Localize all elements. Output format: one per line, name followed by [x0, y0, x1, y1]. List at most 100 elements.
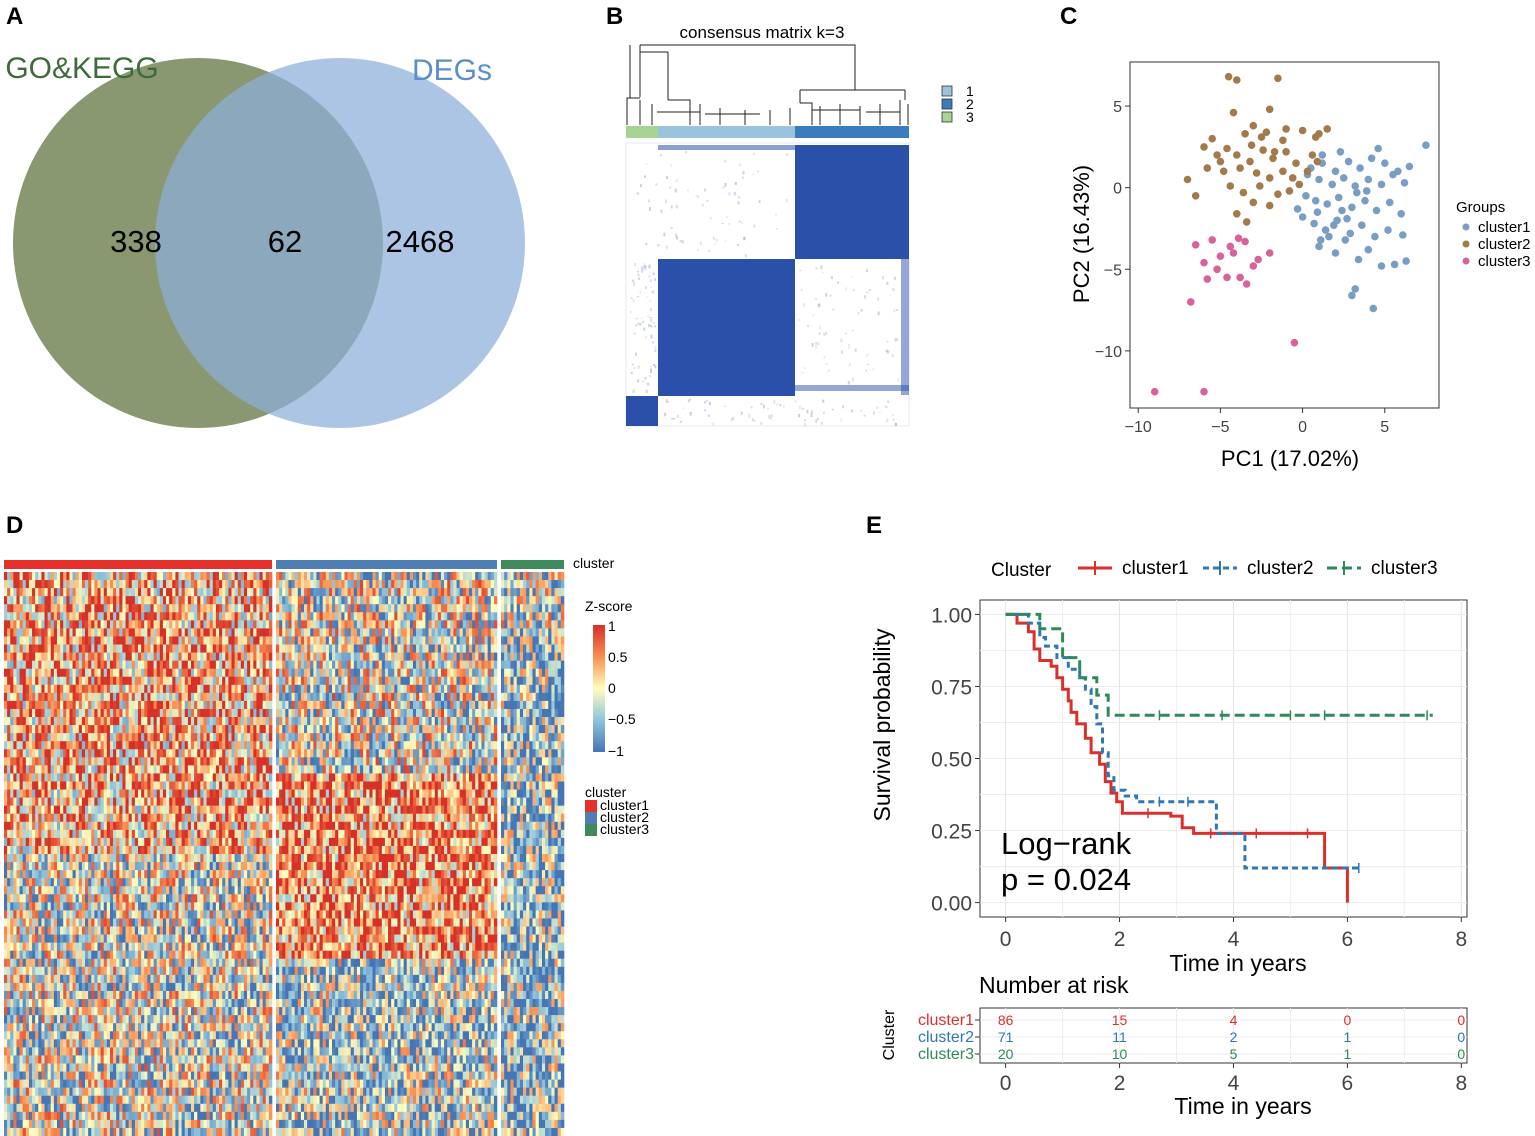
heatmap-cell: [356, 588, 361, 597]
heatmap-cell: [209, 572, 214, 581]
heatmap-cell: [259, 644, 263, 653]
heatmap-cell: [322, 676, 327, 686]
heatmap-cell: [47, 612, 52, 621]
heatmap-cell: [63, 684, 67, 694]
heatmap-cell: [462, 749, 467, 758]
heatmap-cell: [231, 708, 235, 718]
heatmap-cell: [313, 708, 317, 718]
heatmap-cell: [243, 620, 248, 629]
heatmap-cell: [85, 596, 89, 605]
heatmap-cell: [481, 692, 485, 702]
heatmap-cell: [325, 717, 330, 726]
heatmap-cell: [428, 604, 432, 613]
heatmap-cell: [162, 612, 167, 621]
heatmap-cell: [328, 708, 333, 718]
heatmap-cell: [172, 676, 176, 686]
heatmap-cell: [113, 717, 117, 726]
heatmap-cell: [412, 717, 417, 726]
heatmap-cell: [259, 725, 263, 734]
heatmap-cell: [282, 700, 286, 710]
heatmap-cell: [94, 620, 98, 629]
heatmap-cell: [181, 588, 186, 597]
heatmap-cell: [38, 692, 42, 702]
heatmap-cell: [507, 636, 511, 645]
heatmap-cell: [545, 596, 549, 605]
heatmap-cell: [338, 660, 342, 669]
consensus-speckle: [632, 298, 635, 303]
heatmap-cell: [231, 692, 235, 702]
heatmap-cell: [538, 692, 543, 702]
heatmap-cell: [215, 660, 220, 669]
heatmap-cell: [394, 717, 398, 726]
consensus-speckle: [671, 418, 674, 420]
heatmap-cell: [422, 668, 426, 678]
heatmap-cell: [341, 725, 345, 734]
heatmap-cell: [440, 596, 445, 605]
heatmap-cell: [504, 572, 508, 581]
heatmap-cell: [222, 596, 226, 605]
heatmap-cell: [453, 765, 457, 774]
pca-point-cluster1: [1331, 167, 1340, 176]
heatmap-cell: [519, 765, 524, 774]
heatmap-cell: [516, 733, 521, 742]
heatmap-cell: [548, 596, 552, 605]
heatmap-cell: [516, 604, 521, 613]
heatmap-cell: [190, 749, 195, 758]
heatmap-cell: [38, 580, 42, 589]
heatmap-cell: [350, 652, 355, 661]
heatmap-cell: [360, 612, 364, 621]
pca-point-cluster1: [1390, 260, 1399, 269]
consensus-speckle: [679, 240, 682, 243]
heatmap-cell: [428, 636, 432, 645]
heatmap-cell: [493, 733, 498, 742]
heatmap-cell: [490, 660, 495, 669]
heatmap-cell: [338, 700, 342, 710]
heatmap-cell: [225, 596, 229, 605]
heatmap-cell: [409, 620, 414, 629]
heatmap-cell: [206, 588, 210, 597]
heatmap-cell: [535, 725, 540, 734]
heatmap-cell: [209, 628, 214, 637]
heatmap-cell: [41, 773, 45, 782]
heatmap-cell: [375, 644, 380, 653]
heatmap-cell: [7, 700, 11, 710]
heatmap-cell: [265, 580, 270, 589]
consensus-title: consensus matrix k=3: [680, 23, 845, 42]
heatmap-cell: [128, 717, 133, 726]
heatmap-cell: [468, 765, 473, 774]
consensus-speckle: [891, 414, 894, 416]
consensus-speckle: [659, 154, 662, 157]
heatmap-cell: [131, 725, 136, 734]
heatmap-cell: [44, 660, 48, 669]
heatmap-cell: [166, 692, 170, 702]
heatmap-cell: [53, 572, 58, 581]
heatmap-cell: [19, 676, 23, 686]
heatmap-cell: [138, 684, 142, 694]
heatmap-cell: [175, 749, 179, 758]
heatmap-cell: [560, 660, 565, 669]
heatmap-cell: [484, 757, 488, 766]
heatmap-cell: [545, 717, 549, 726]
heatmap-cell: [548, 580, 552, 589]
heatmap-cell: [519, 676, 524, 686]
consensus-speckle: [635, 317, 638, 320]
heatmap-cell: [548, 572, 552, 581]
pca-point-cluster1: [1364, 175, 1373, 184]
heatmap-cell: [381, 612, 386, 621]
heatmap-cell: [297, 765, 302, 774]
heatmap-cell: [144, 652, 148, 661]
heatmap-cell: [228, 700, 232, 710]
heatmap-cell: [50, 773, 55, 782]
heatmap-cell: [203, 741, 207, 750]
heatmap-cell: [310, 580, 314, 589]
heatmap-cell: [81, 741, 86, 750]
heatmap-cell: [131, 620, 136, 629]
heatmap-cell: [187, 749, 192, 758]
pca-point-cluster1: [1402, 257, 1410, 265]
heatmap-cell: [78, 708, 83, 718]
heatmap-cell: [159, 733, 164, 742]
heatmap-cell: [487, 612, 492, 621]
heatmap-cell: [184, 628, 189, 637]
heatmap-cell: [131, 684, 136, 694]
heatmap-cell: [409, 725, 414, 734]
